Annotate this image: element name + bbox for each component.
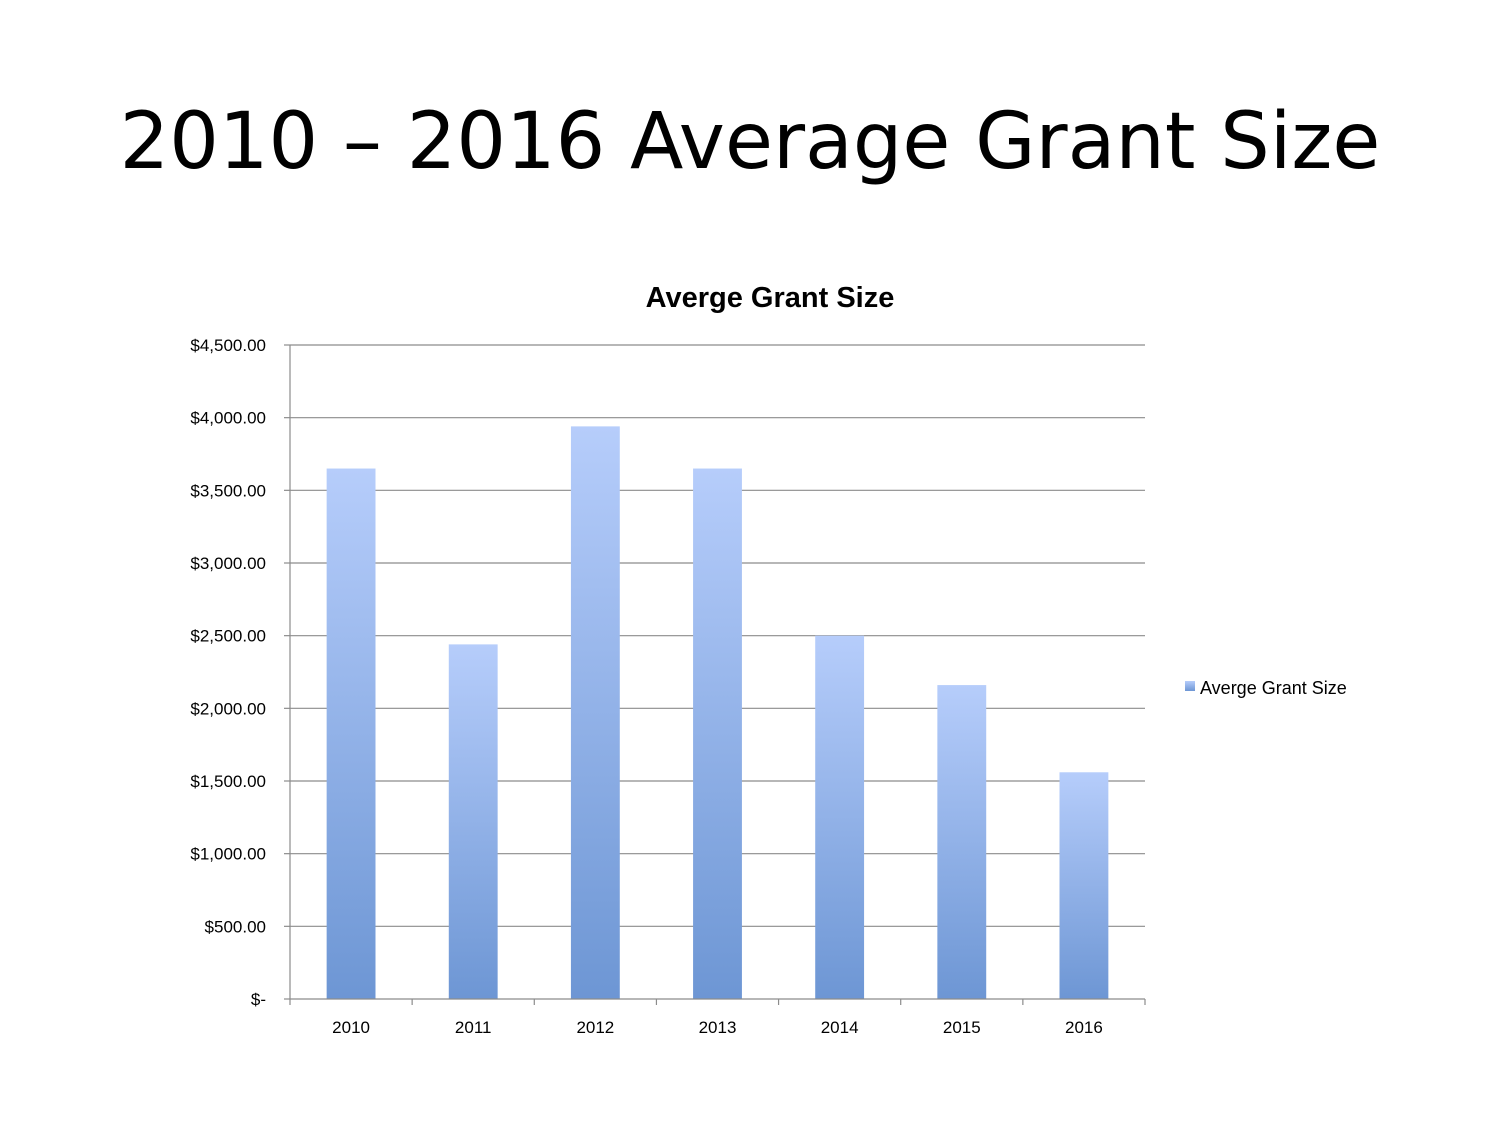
y-tick-label: $3,000.00	[190, 554, 266, 573]
x-tick-label: 2013	[699, 1018, 737, 1037]
chart-title: Averge Grant Size	[646, 282, 895, 314]
y-tick-label: $3,500.00	[190, 481, 266, 500]
x-tick-label: 2012	[576, 1018, 614, 1037]
legend-label: Averge Grant Size	[1200, 678, 1347, 698]
y-tick-label: $-	[251, 990, 266, 1009]
bar-2011	[448, 644, 498, 999]
bar-2015	[937, 685, 987, 999]
y-tick-label: $2,000.00	[190, 699, 266, 718]
x-tick-label: 2011	[455, 1018, 492, 1037]
x-axis-tick-labels: 2010 2011 2012 2013 2014 2015 2016	[332, 1018, 1103, 1037]
bar-2012	[570, 426, 620, 999]
y-tick-label: $1,500.00	[190, 772, 266, 791]
x-tick-label: 2010	[332, 1018, 370, 1037]
axes	[284, 344, 1146, 1005]
y-axis-tick-labels: $- $500.00 $1,000.00 $1,500.00 $2,000.00 $2,5…	[190, 336, 266, 1009]
bar-2010	[326, 468, 376, 999]
y-tick-label: $1,000.00	[190, 845, 266, 864]
bars	[326, 426, 1109, 999]
y-tick-label: $500.00	[205, 917, 266, 936]
legend: Averge Grant Size	[1185, 678, 1347, 698]
y-tick-label: $4,500.00	[190, 336, 266, 355]
bar-2013	[693, 468, 742, 999]
slide-title: 2010 – 2016 Average Grant Size	[119, 97, 1381, 187]
x-tick-label: 2016	[1065, 1018, 1103, 1037]
legend-swatch	[1185, 681, 1195, 691]
y-tick-label: $4,000.00	[190, 409, 266, 428]
bar-2016	[1059, 772, 1109, 999]
bar-2014	[815, 635, 865, 999]
y-tick-label: $2,500.00	[190, 627, 266, 646]
x-tick-label: 2014	[821, 1018, 859, 1037]
x-tick-label: 2015	[943, 1018, 981, 1037]
